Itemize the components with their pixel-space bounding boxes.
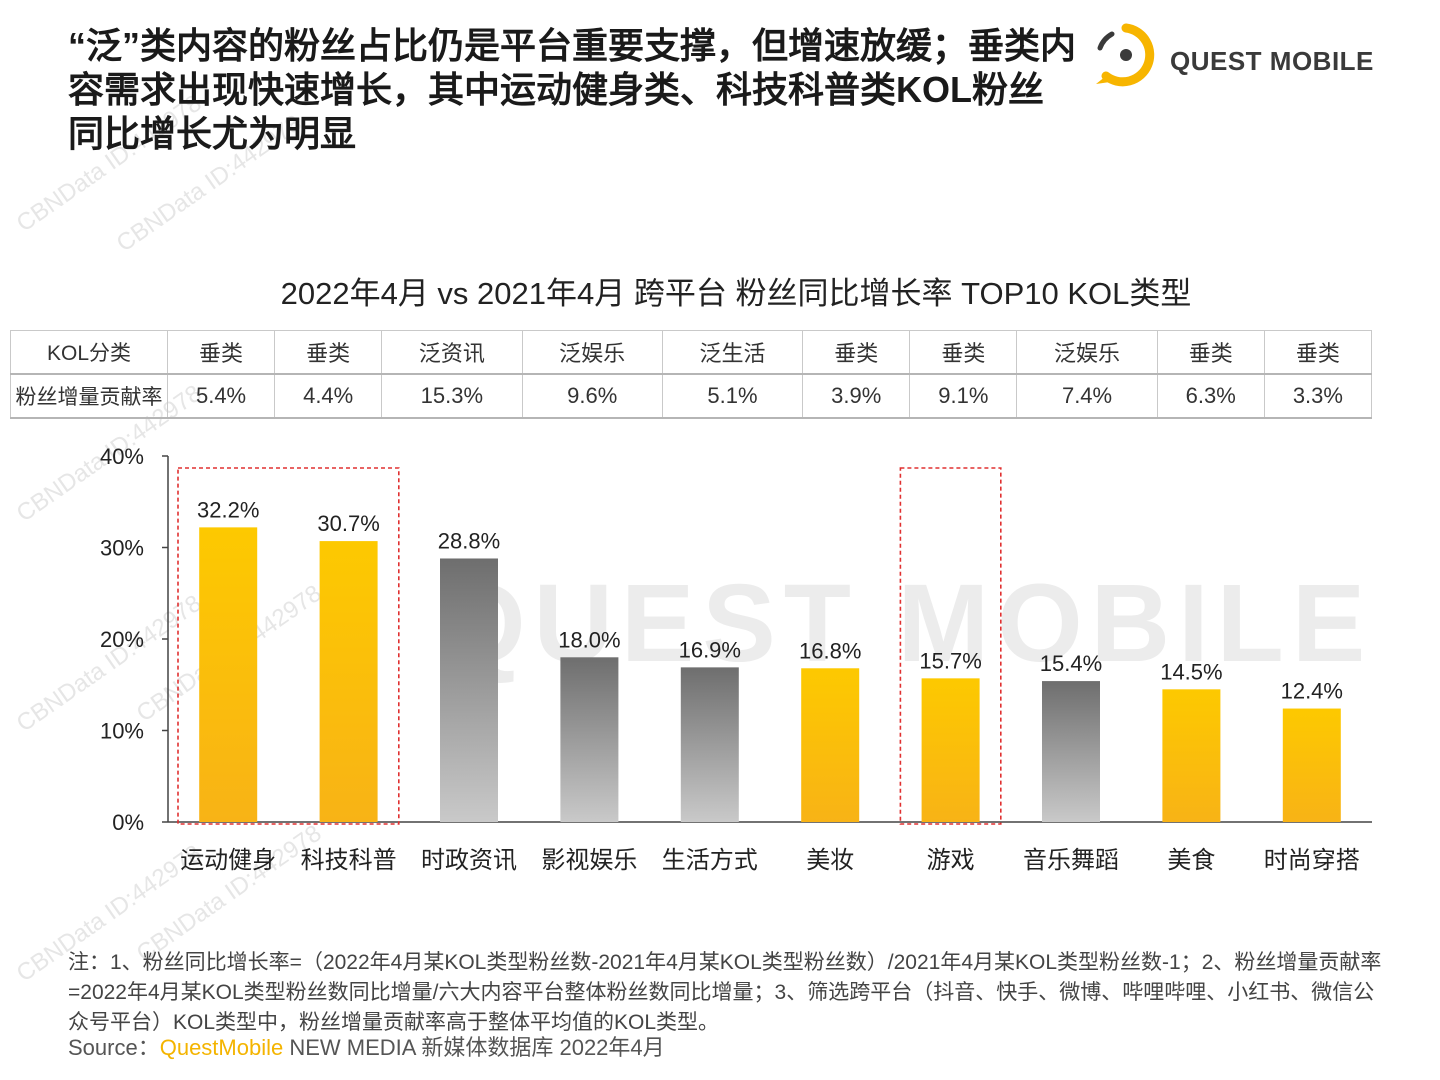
- bar: [199, 527, 258, 822]
- source-brand: QuestMobile: [159, 1035, 284, 1060]
- y-tick-label: 10%: [100, 719, 144, 744]
- growth-bar-chart: 0% 10% 20% 30% 40% 32.2% 运动健身 30.7% 科技科普 28.8% 时政资…: [100, 444, 1372, 874]
- table-cell: 泛生活: [661, 330, 804, 375]
- highlight-box: [899, 467, 1002, 825]
- table-cell: 5.4%: [166, 373, 276, 419]
- quest-mobile-logo: QUEST MOBILE: [1090, 20, 1390, 90]
- bar: [921, 678, 980, 822]
- bar: [801, 668, 860, 822]
- table-row-kol-type: KOL分类 垂类 垂类 泛资讯 泛娱乐 泛生活 垂类 垂类 泛娱乐 垂类 垂类: [10, 330, 1373, 375]
- table-cell: 7.4%: [1016, 373, 1158, 419]
- table-cell: 5.1%: [661, 373, 804, 419]
- table-row-contribution: 粉丝增量贡献率 5.4% 4.4% 15.3% 9.6% 5.1% 3.9% 9…: [10, 373, 1373, 419]
- table-cell: 垂类: [802, 330, 911, 375]
- bar-value-label: 16.9%: [679, 637, 741, 662]
- bar-value-label: 12.4%: [1281, 679, 1343, 704]
- table-cell: 3.9%: [802, 373, 911, 419]
- bar: [1042, 681, 1100, 822]
- x-category-label: 美食: [1167, 847, 1215, 874]
- bar-value-label: 15.7%: [919, 648, 981, 673]
- table-cell: 垂类: [166, 330, 276, 375]
- highlight-box: [177, 467, 400, 825]
- footnote: 注：1、粉丝同比增长率=（2022年4月某KOL类型粉丝数-2021年4月某KO…: [68, 951, 1382, 1034]
- source-rest: NEW MEDIA 新媒体数据库 2022年4月: [283, 1035, 665, 1060]
- table-cell: 9.1%: [909, 373, 1018, 419]
- table-cell: 泛资讯: [381, 330, 523, 375]
- bar: [1162, 689, 1221, 822]
- bar-value-label: 28.8%: [438, 528, 500, 553]
- table-cell: 泛娱乐: [1016, 330, 1158, 375]
- x-category-label: 美妆: [806, 847, 854, 874]
- y-tick-label: 20%: [100, 627, 144, 652]
- table-cell: 9.6%: [521, 373, 663, 419]
- bar: [560, 657, 619, 822]
- table-row-label: 粉丝增量贡献率: [10, 373, 168, 419]
- y-tick-label: 40%: [100, 444, 144, 469]
- x-category-label: 音乐舞蹈: [1023, 847, 1119, 874]
- bar: [319, 541, 378, 822]
- logo-mark-icon: [1096, 23, 1155, 87]
- x-category-label: 科技科普: [301, 847, 397, 874]
- bar: [440, 558, 498, 822]
- y-tick-label: 30%: [100, 536, 144, 561]
- x-category-label: 游戏: [927, 847, 975, 874]
- y-tick-label: 0%: [112, 810, 144, 835]
- bar-value-label: 16.8%: [799, 638, 861, 663]
- bar-value-label: 18.0%: [558, 627, 620, 652]
- table-cell: 垂类: [1263, 330, 1373, 375]
- bar-value-label: 30.7%: [317, 511, 379, 536]
- table-cell: 垂类: [274, 330, 383, 375]
- table-cell: 4.4%: [274, 373, 383, 419]
- table-cell: 垂类: [1156, 330, 1265, 375]
- logo-wordmark: QUEST MOBILE: [1170, 46, 1374, 76]
- table-row-label: KOL分类: [10, 330, 168, 375]
- x-category-label: 时尚穿搭: [1264, 847, 1360, 874]
- page-headline: “泛”类内容的粉丝占比仍是平台重要支撑，但增速放缓；垂类内容需求出现快速增长，其…: [68, 25, 1077, 154]
- bar-value-label: 15.4%: [1040, 651, 1102, 676]
- source-prefix: Source：: [68, 1035, 160, 1060]
- bar: [1282, 708, 1341, 822]
- kol-summary-table: KOL分类 垂类 垂类 泛资讯 泛娱乐 泛生活 垂类 垂类 泛娱乐 垂类 垂类 …: [10, 330, 1373, 419]
- table-cell: 6.3%: [1156, 373, 1265, 419]
- source-line: Source：QuestMobile NEW MEDIA 新媒体数据库 2022…: [68, 1030, 665, 1062]
- bar: [680, 667, 739, 822]
- table-cell: 15.3%: [381, 373, 523, 419]
- table-cell: 垂类: [909, 330, 1018, 375]
- table-cell: 泛娱乐: [521, 330, 663, 375]
- chart-title: 2022年4月 vs 2021年4月 跨平台 粉丝同比增长率 TOP10 KOL…: [280, 276, 1192, 311]
- x-category-label: 影视娱乐: [541, 847, 637, 874]
- bar-value-label: 14.5%: [1160, 659, 1222, 684]
- x-category-label: 生活方式: [662, 847, 758, 874]
- bar-value-label: 32.2%: [197, 497, 259, 522]
- table-cell: 3.3%: [1263, 373, 1373, 419]
- x-category-label: 时政资讯: [421, 847, 517, 874]
- x-category-label: 运动健身: [180, 847, 276, 874]
